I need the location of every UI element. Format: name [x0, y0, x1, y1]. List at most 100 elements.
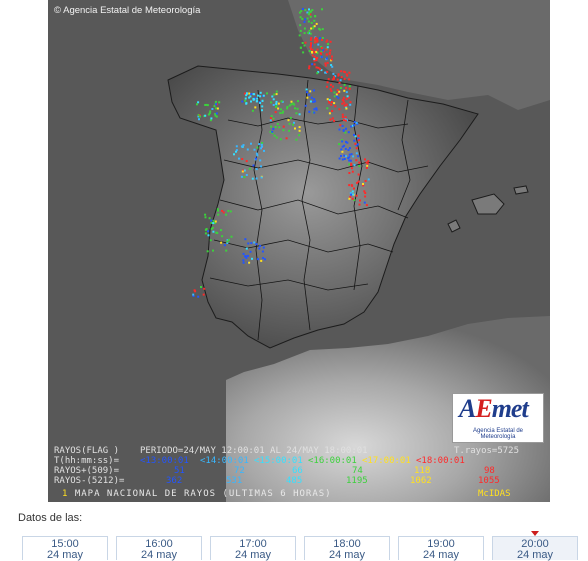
lightning-strike [252, 97, 255, 100]
lightning-strike [316, 57, 319, 59]
legend-negative-label: RAYOS-(5212)= [54, 476, 125, 486]
lightning-strike [299, 16, 302, 19]
lightning-strike [330, 64, 333, 67]
time-tab-date: 24 may [328, 549, 366, 561]
lightning-strike [345, 104, 348, 107]
lightning-strike [343, 78, 346, 80]
lightning-strike [338, 128, 341, 131]
lightning-strike [212, 249, 214, 252]
lightning-strike [275, 93, 278, 96]
lightning-strike [331, 110, 334, 112]
lightning-strike [259, 159, 262, 162]
lightning-strike [347, 157, 350, 160]
lightning-strike [316, 52, 319, 54]
lightning-strike [308, 67, 311, 70]
lightning-strike [342, 119, 345, 121]
lightning-strike [299, 46, 302, 49]
lightning-strike [308, 13, 311, 16]
lightning-strike [359, 199, 361, 202]
lightning-strike [324, 62, 327, 65]
time-tab-1600[interactable]: 16:00 24 may [116, 536, 202, 561]
lightning-strike [340, 155, 342, 157]
lightning-strike [215, 107, 218, 110]
lightning-strike [213, 105, 216, 108]
lightning-strike [321, 38, 323, 41]
datos-label: Datos de las: [18, 512, 83, 524]
lightning-strike [227, 238, 230, 241]
lightning-strike [351, 190, 354, 193]
time-tab-time: 15:00 [51, 538, 79, 550]
lightning-strike [357, 134, 360, 137]
lightning-strike [242, 259, 245, 262]
lightning-strike [343, 83, 346, 86]
lightning-strike [301, 17, 304, 20]
lightning-strike [250, 142, 252, 145]
lightning-strike [329, 40, 332, 43]
lightning-strike [350, 153, 353, 156]
lightning-strike [306, 96, 309, 99]
legend-negative-4: 1195 [346, 476, 368, 486]
lightning-strike [241, 170, 244, 173]
lightning-strike [272, 98, 275, 101]
lightning-strike [333, 102, 336, 105]
lightning-strike [210, 117, 213, 120]
lightning-strike [248, 261, 251, 264]
lightning-strike [309, 13, 312, 16]
lightning-strike [212, 219, 215, 222]
lightning-strike [344, 147, 347, 150]
lightning-strike [320, 45, 323, 48]
time-tab-1700[interactable]: 17:00 24 may [210, 536, 296, 561]
lightning-strike [364, 158, 366, 161]
lightning-strike [223, 244, 226, 247]
lightning-strike [247, 254, 250, 257]
lightning-strike [321, 8, 323, 11]
lightning-strike [301, 8, 304, 10]
time-tab-2000[interactable]: 20:00 24 may [492, 536, 578, 561]
lightning-strike [244, 238, 247, 241]
legend-positive-6: 98 [484, 466, 495, 476]
lightning-strike [340, 148, 343, 151]
lightning-strike [310, 37, 313, 39]
lightning-strike [341, 145, 344, 148]
lightning-strike [314, 15, 317, 18]
lightning-strike [206, 104, 209, 107]
lightning-strike [344, 71, 347, 74]
lightning-strike [347, 96, 350, 99]
time-tab-1500[interactable]: 15:00 24 may [22, 536, 108, 561]
lightning-strike [341, 98, 344, 101]
lightning-strike [327, 100, 330, 103]
lightning-strike [204, 232, 207, 235]
time-tab-1900[interactable]: 19:00 24 may [398, 536, 484, 561]
lightning-strike [276, 123, 279, 125]
lightning-strike [282, 125, 285, 128]
lightning-strike [282, 129, 285, 132]
lightning-strike [344, 116, 347, 119]
lightning-strike [325, 40, 328, 43]
lightning-strike [249, 250, 252, 253]
lightning-strike [280, 100, 283, 103]
lightning-strike [240, 175, 243, 178]
lightning-strike [215, 115, 218, 118]
lightning-strike [211, 108, 214, 110]
lightning-strike [330, 83, 332, 86]
lightning-strike [355, 144, 358, 147]
time-tab-1800[interactable]: 18:00 24 may [304, 536, 390, 561]
lightning-strike [271, 132, 274, 135]
lightning-strike [288, 104, 291, 107]
lightning-strike [341, 125, 344, 127]
lightning-strike [304, 104, 307, 107]
lightning-strike [355, 194, 358, 197]
lightning-strike [311, 51, 313, 53]
lightning-strike [246, 148, 249, 151]
lightning-strike [310, 48, 313, 50]
lightning-strike [327, 78, 330, 81]
lightning-strike [357, 155, 360, 158]
lightning-strike [365, 166, 368, 169]
lightning-strike [197, 115, 200, 118]
lightning-strike [243, 92, 246, 95]
aemet-logo-mark: AEmet [459, 394, 529, 423]
lightning-strike [259, 95, 262, 98]
lightning-strike [226, 239, 229, 242]
lightning-strike [248, 167, 251, 170]
lightning-strike [350, 162, 353, 165]
